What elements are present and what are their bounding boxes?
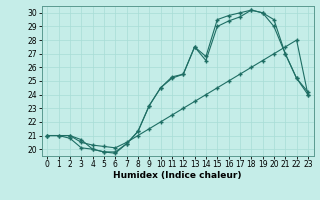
X-axis label: Humidex (Indice chaleur): Humidex (Indice chaleur) — [113, 171, 242, 180]
